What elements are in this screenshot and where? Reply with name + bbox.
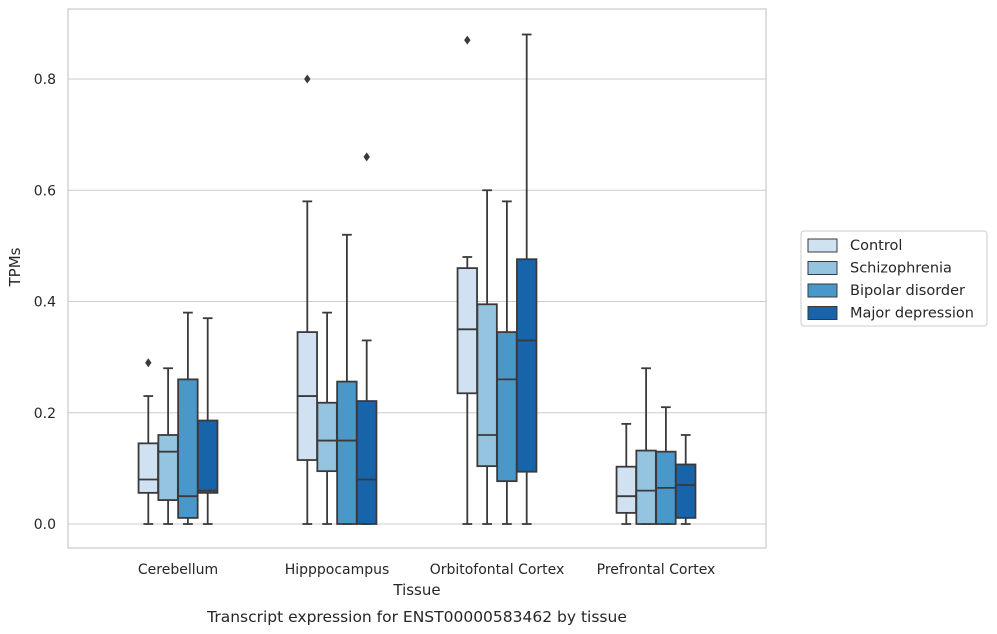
legend: Control Schizophrenia Bipolar disorder Majo…: [800, 230, 988, 327]
x-axis-label: Tissue: [392, 581, 440, 599]
x-tick-label: Orbitofontal Cortex: [430, 562, 565, 578]
iqr-box: [476, 303, 498, 468]
y-tick-label: 0.2: [34, 406, 56, 422]
iqr-box: [675, 463, 697, 519]
box-schizophrenia: [316, 311, 338, 525]
box-bipolar-disorder: [496, 200, 518, 525]
box-control: [137, 358, 159, 525]
x-tick-label: Prefrontal Cortex: [597, 562, 716, 578]
iqr-box: [496, 331, 518, 483]
box-major-depression: [356, 152, 378, 525]
iqr-box: [177, 378, 199, 519]
box-schizophrenia: [157, 367, 179, 525]
iqr-box: [336, 380, 358, 525]
y-tick-label: 0.4: [34, 295, 56, 311]
iqr-box: [157, 434, 179, 501]
x-tick-labels: Cerebellum Hipppocampus Orbitofontal Corte…: [138, 562, 715, 578]
legend-label: Bipolar disorder: [850, 283, 965, 299]
box-plots: [137, 33, 697, 525]
box-schizophrenia: [635, 367, 657, 525]
y-tick-label: 0.8: [34, 72, 56, 88]
figure-caption: Transcript expression for ENST0000058346…: [206, 608, 627, 626]
box-bipolar-disorder: [655, 406, 677, 525]
iqr-box: [197, 419, 219, 494]
y-axis-label: TPMs: [6, 247, 24, 287]
box-control: [456, 35, 478, 525]
y-tick-labels: 0.0 0.2 0.4 0.6 0.8: [34, 72, 56, 533]
iqr-box: [356, 400, 378, 525]
legend-swatch: [807, 283, 838, 298]
outlier-point: [464, 35, 471, 45]
legend-items: Control Schizophrenia Bipolar disorder Majo…: [807, 238, 974, 322]
box-control: [615, 422, 637, 525]
legend-swatch: [807, 238, 838, 253]
iqr-box: [316, 401, 338, 473]
box-schizophrenia: [476, 189, 498, 525]
legend-swatch: [807, 261, 838, 275]
iqr-box: [137, 442, 159, 494]
iqr-box: [456, 267, 478, 395]
y-tick-label: 0.6: [34, 183, 56, 199]
legend-label: Major depression: [850, 306, 974, 322]
box-control: [296, 74, 318, 525]
x-tick-label: Cerebellum: [138, 562, 218, 578]
legend-label: Schizophrenia: [850, 261, 952, 277]
outlier-point: [304, 74, 311, 84]
outlier-point: [363, 152, 370, 162]
box-bipolar-disorder: [336, 233, 358, 525]
outlier-point: [145, 358, 152, 368]
x-tick-label: Hipppocampus: [285, 562, 390, 578]
box-major-depression: [516, 33, 538, 525]
box-major-depression: [675, 434, 697, 525]
box-major-depression: [197, 317, 219, 525]
y-tick-label: 0.0: [34, 517, 56, 533]
legend-label: Control: [850, 238, 902, 254]
plot-frame: [67, 8, 767, 549]
iqr-box: [516, 258, 538, 473]
iqr-box: [635, 449, 657, 525]
legend-swatch: [807, 306, 838, 320]
iqr-box: [615, 465, 637, 514]
box-bipolar-disorder: [177, 311, 199, 525]
legend-frame: [800, 230, 988, 327]
